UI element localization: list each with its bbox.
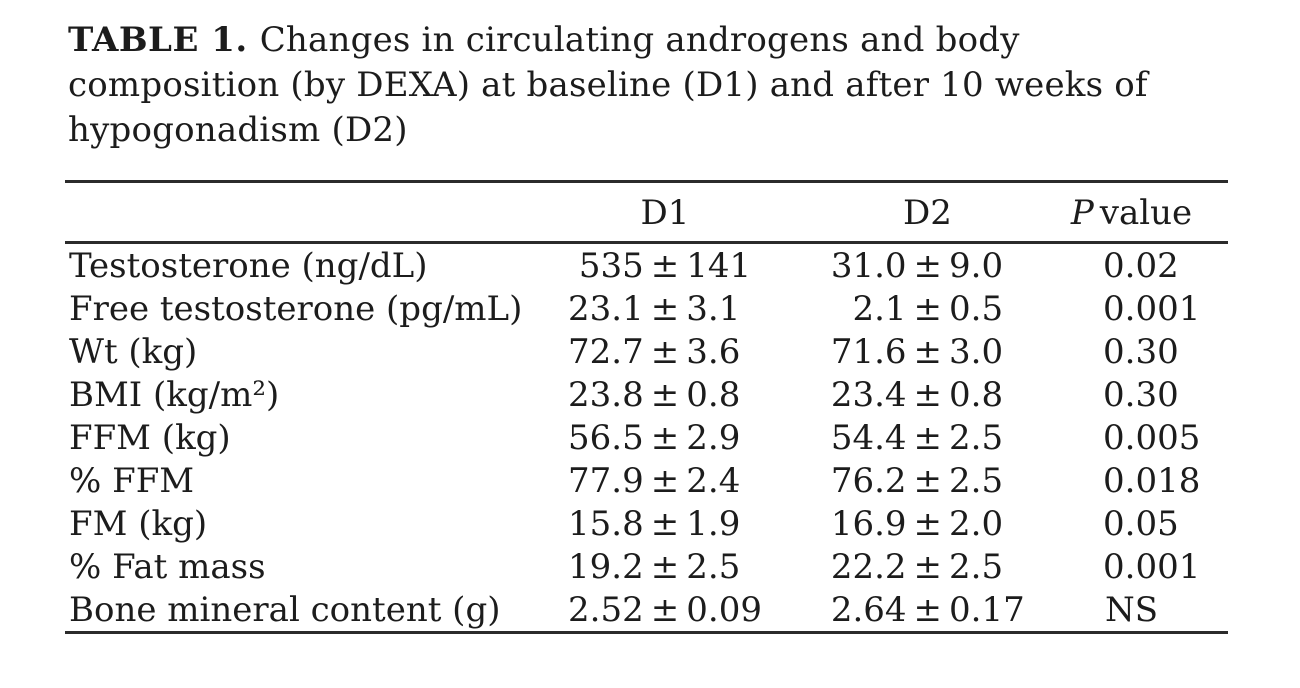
p-value: 0.30 — [1103, 374, 1179, 415]
paper-table-figure: TABLE 1. Changes in circulating androgens… — [65, 18, 1228, 634]
d1-value: 23.1 ±3.1 — [568, 288, 741, 329]
table-row: FFM (kg) 56.5 ±2.9 54.4 ±2.5 0.005 — [65, 416, 1228, 459]
table-caption: TABLE 1. Changes in circulating androgens… — [65, 18, 1228, 153]
table-row: Wt (kg) 72.7 ±3.6 71.6 ±3.0 0.30 — [65, 330, 1228, 373]
plus-minus-symbol: ± — [913, 546, 943, 587]
p-value: NS — [1035, 588, 1228, 634]
row-label: Bone mineral content (g) — [65, 588, 510, 634]
plus-minus-symbol: ± — [913, 288, 943, 329]
table-row: Testosterone (ng/dL) 535 ±141 31.0 ±9.0 0.… — [65, 243, 1228, 288]
row-label: % FFM — [69, 460, 195, 501]
plus-minus-symbol: ± — [913, 245, 943, 286]
table-row: BMI (kg/m²) 23.8 ±0.8 23.4 ±0.8 0.30 — [65, 373, 1228, 416]
col-header-empty — [65, 180, 510, 244]
plus-minus-symbol: ± — [913, 374, 943, 415]
caption-line-3: hypogonadism (D2) — [68, 110, 408, 150]
row-label: FFM (kg) — [69, 417, 231, 458]
d1-value: 2.52 ±0.09 — [510, 588, 820, 634]
plus-minus-symbol: ± — [650, 331, 680, 372]
row-label: Testosterone (ng/dL) — [69, 245, 428, 286]
d2-value: 16.9 ±2.0 — [830, 503, 1004, 544]
plus-minus-symbol: ± — [650, 589, 680, 630]
table-row: Bone mineral content (g) 2.52 ±0.09 2.64 ±… — [65, 588, 1228, 634]
d2-value: 76.2 ±2.5 — [830, 460, 1004, 501]
caption-text: Changes in circulating androgens and bod… — [259, 20, 1020, 60]
plus-minus-symbol: ± — [650, 546, 680, 587]
table-row: % Fat mass 19.2 ±2.5 22.2 ±2.5 0.001 — [65, 545, 1228, 588]
plus-minus-symbol: ± — [913, 460, 943, 501]
d1-value: 77.9 ±2.4 — [568, 460, 741, 501]
d2-value: 54.4 ±2.5 — [830, 417, 1004, 458]
plus-minus-symbol: ± — [650, 417, 680, 458]
caption-line-1: TABLE 1. Changes in circulating androgens… — [68, 18, 1228, 63]
d1-value: 535 ±141 — [578, 245, 752, 286]
p-value: 0.02 — [1103, 245, 1179, 286]
table-number: TABLE 1. — [68, 20, 248, 60]
p-value: 0.001 — [1103, 288, 1201, 329]
table-row: % FFM 77.9 ±2.4 76.2 ±2.5 0.018 — [65, 459, 1228, 502]
row-label: FM (kg) — [69, 503, 208, 544]
table-row: Free testosterone (pg/mL) 23.1 ±3.1 2.1 ±0… — [65, 287, 1228, 330]
row-label: % Fat mass — [69, 546, 266, 587]
p-value: 0.30 — [1103, 331, 1179, 372]
plus-minus-symbol: ± — [650, 503, 680, 544]
plus-minus-symbol: ± — [650, 460, 680, 501]
d1-value: 15.8 ±1.9 — [568, 503, 741, 544]
p-value: 0.05 — [1103, 503, 1179, 544]
d1-value: 19.2 ±2.5 — [568, 546, 741, 587]
plus-minus-symbol: ± — [650, 245, 680, 286]
p-value: 0.005 — [1103, 417, 1201, 458]
d2-value: 23.4 ±0.8 — [830, 374, 1004, 415]
plus-minus-symbol: ± — [913, 503, 943, 544]
col-header-d1: D1 — [510, 180, 820, 244]
d2-value: 2.64 ±0.17 — [820, 588, 1035, 634]
plus-minus-symbol: ± — [913, 589, 943, 630]
d2-value: 31.0 ±9.0 — [830, 245, 1004, 286]
d1-value: 56.5 ±2.9 — [568, 417, 741, 458]
p-value: 0.001 — [1103, 546, 1201, 587]
d2-value: 71.6 ±3.0 — [830, 331, 1004, 372]
plus-minus-symbol: ± — [913, 417, 943, 458]
row-label: Wt (kg) — [69, 331, 198, 372]
plus-minus-symbol: ± — [650, 288, 680, 329]
row-label: BMI (kg/m²) — [69, 374, 280, 415]
table-row: FM (kg) 15.8 ±1.9 16.9 ±2.0 0.05 — [65, 502, 1228, 545]
caption-line-2: composition (by DEXA) at baseline (D1) a… — [68, 65, 1148, 105]
d1-value: 72.7 ±3.6 — [568, 331, 741, 372]
col-header-d2: D2 — [820, 180, 1035, 244]
d1-value: 23.8 ±0.8 — [568, 374, 741, 415]
row-label: Free testosterone (pg/mL) — [69, 288, 523, 329]
d2-value: 2.1 ±0.5 — [852, 288, 1004, 329]
plus-minus-symbol: ± — [913, 331, 943, 372]
p-value: 0.018 — [1103, 460, 1201, 501]
plus-minus-symbol: ± — [650, 374, 680, 415]
d2-value: 22.2 ±2.5 — [830, 546, 1004, 587]
